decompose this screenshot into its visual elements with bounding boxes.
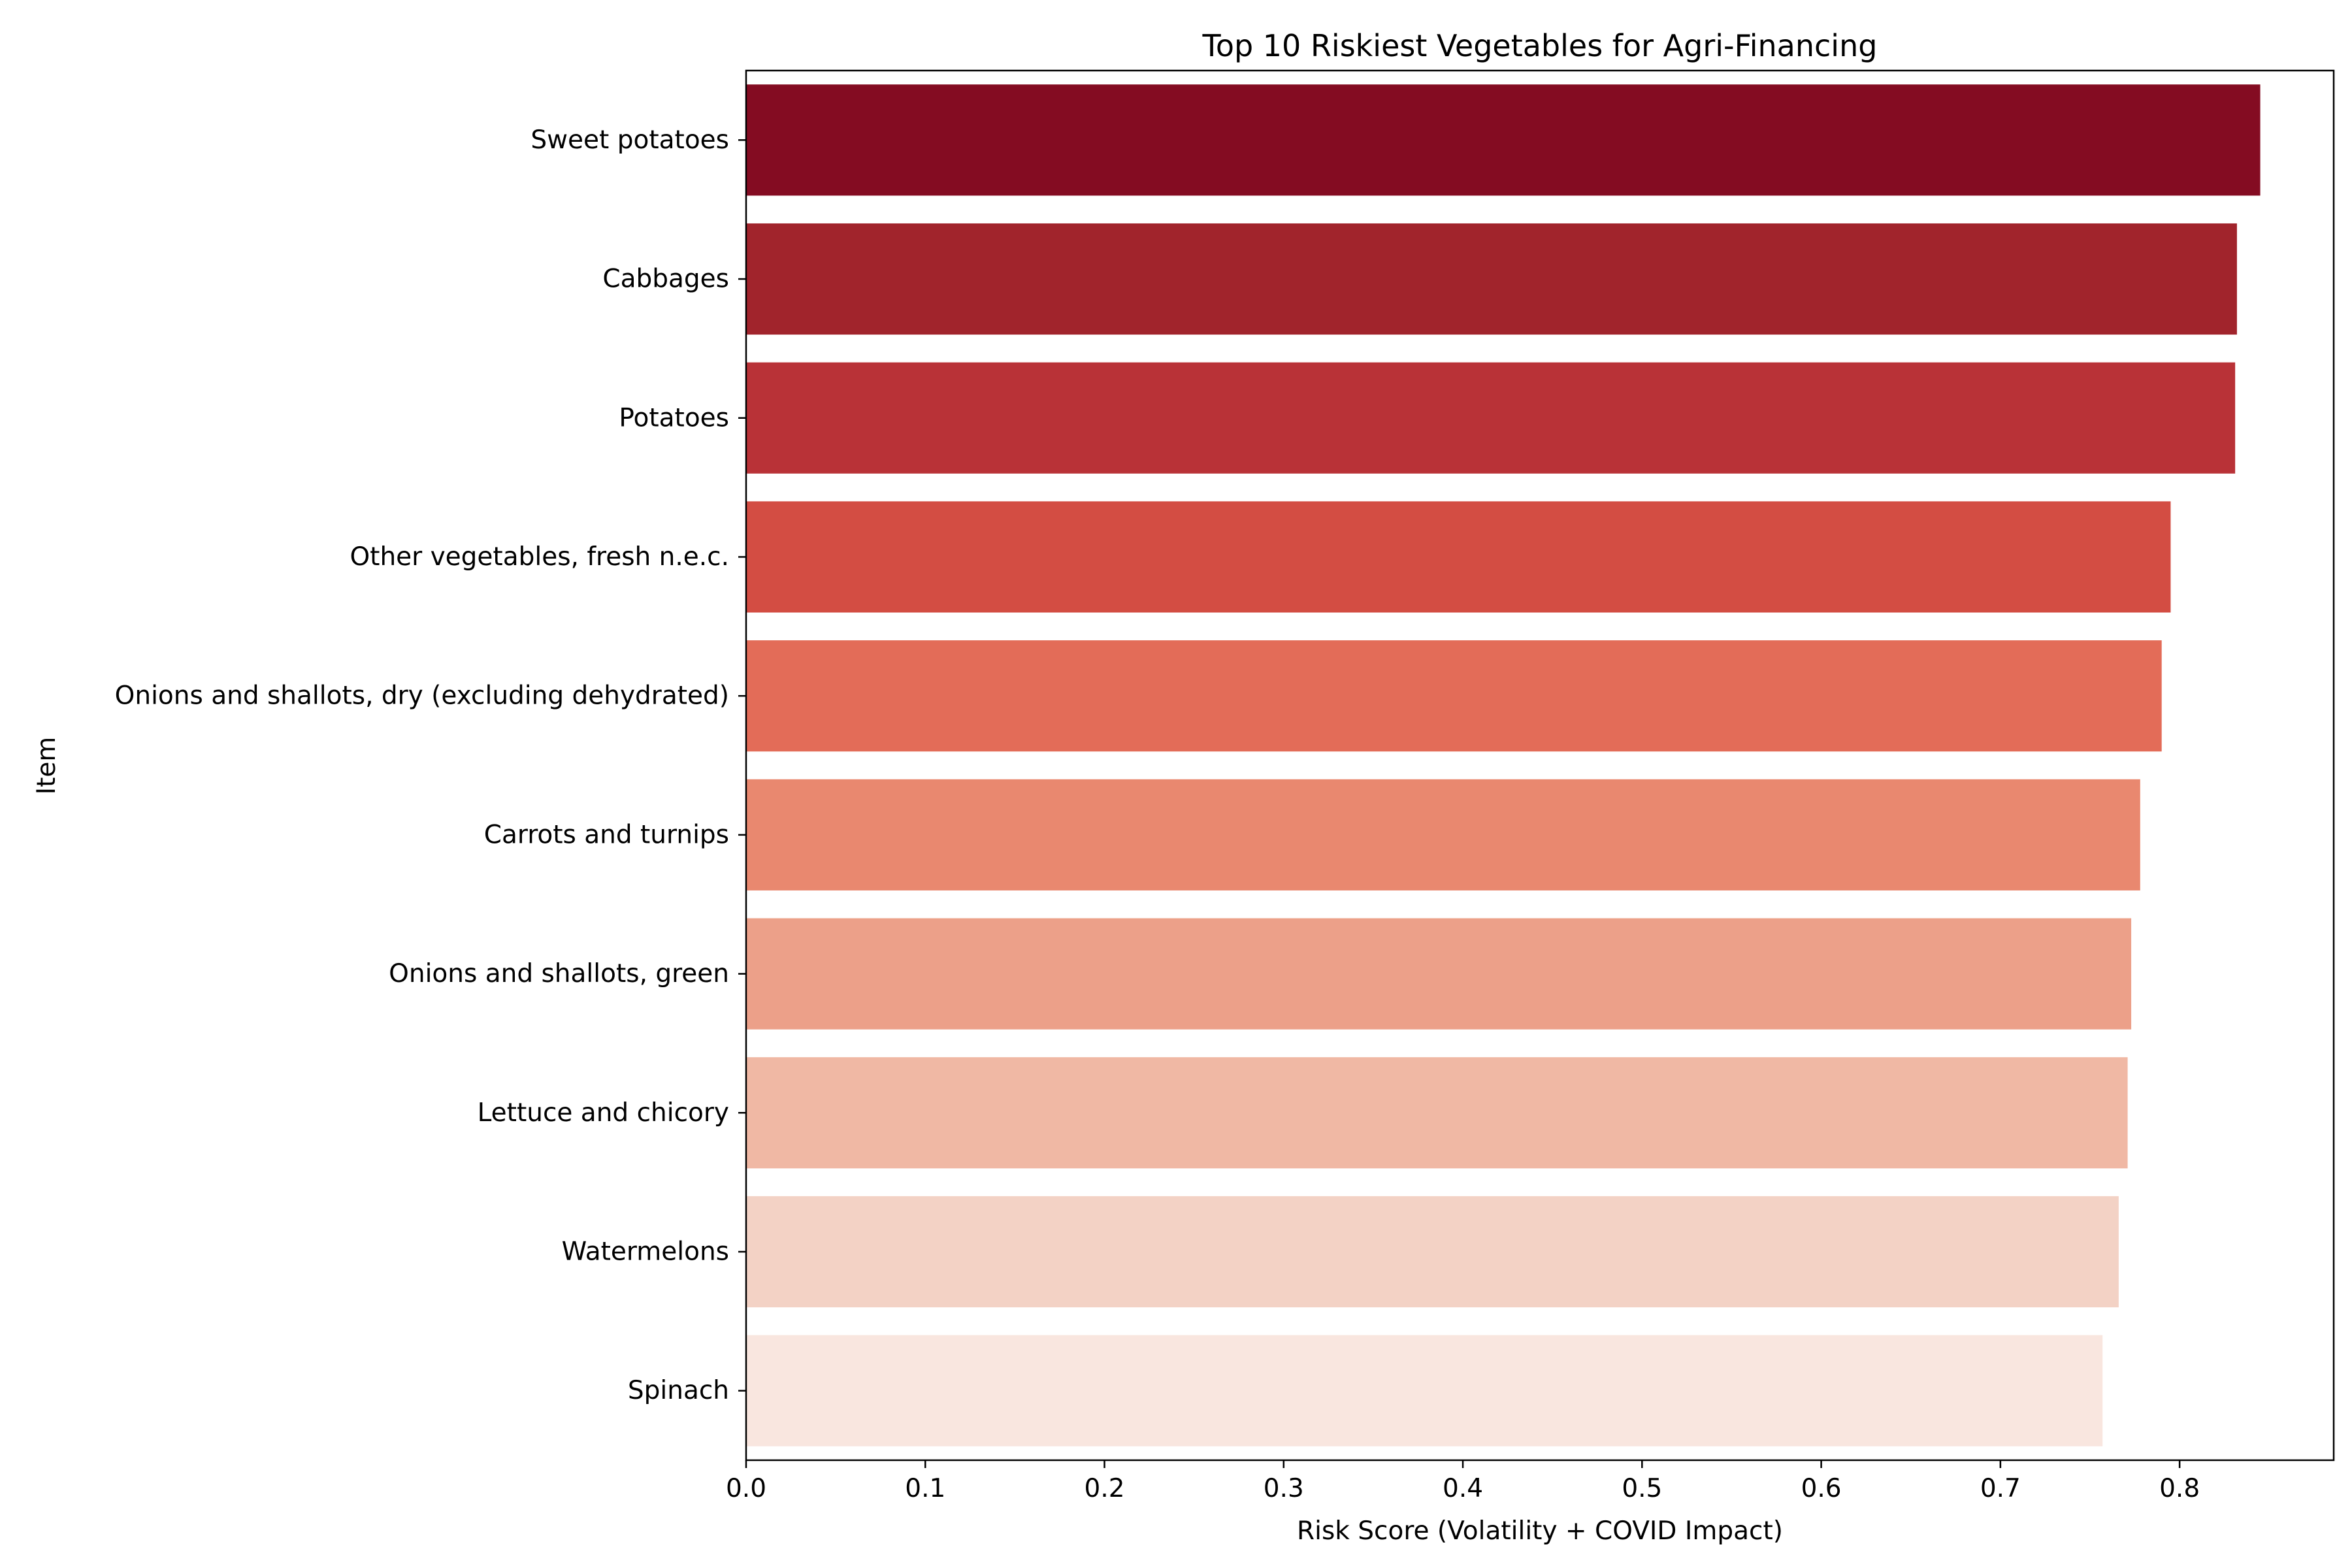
- x-tick-label: 0.5: [1622, 1474, 1662, 1503]
- bar-3: [746, 362, 2236, 474]
- chart-title: Top 10 Riskiest Vegetables for Agri-Fina…: [1202, 28, 1878, 63]
- bar-9: [746, 1196, 2119, 1308]
- y-tick-label: Lettuce and chicory: [478, 1098, 729, 1128]
- x-tick-label: 0.6: [1801, 1474, 1842, 1503]
- x-tick-label: 0.3: [1264, 1474, 1304, 1503]
- y-tick-label: Carrots and turnips: [484, 820, 729, 849]
- bar-1: [746, 84, 2261, 196]
- x-tick-label: 0.8: [2159, 1474, 2200, 1503]
- bar-2: [746, 223, 2237, 335]
- y-tick-label: Onions and shallots, dry (excluding dehy…: [115, 681, 729, 711]
- y-tick-label: Other vegetables, fresh n.e.c.: [350, 542, 729, 572]
- bar-6: [746, 779, 2140, 890]
- y-tick-label: Watermelons: [562, 1237, 729, 1266]
- bar-4: [746, 501, 2171, 613]
- bar-5: [746, 640, 2162, 752]
- x-axis-label: Risk Score (Volatility + COVID Impact): [1297, 1516, 1783, 1546]
- x-tick-label: 0.7: [1980, 1474, 2021, 1503]
- bar-7: [746, 918, 2132, 1030]
- plot-frame: [745, 69, 2335, 1462]
- x-tick-label: 0.2: [1085, 1474, 1125, 1503]
- y-tick-label: Cabbages: [602, 265, 729, 294]
- x-tick-label: 0.0: [726, 1474, 766, 1503]
- bars-group: [746, 84, 2261, 1446]
- y-tick-label: Spinach: [628, 1376, 729, 1405]
- x-tick-label: 0.4: [1443, 1474, 1483, 1503]
- x-tick-label: 0.1: [905, 1474, 945, 1503]
- y-tick-label: Onions and shallots, green: [389, 959, 729, 988]
- y-tick-label: Potatoes: [619, 403, 729, 433]
- y-tick-group: Sweet potatoes Cabbages Potatoes Other vege…: [115, 125, 746, 1405]
- x-tick-group: 0.0 0.1 0.2 0.3 0.4 0.5 0.6 0.7 0.8: [726, 1460, 2200, 1503]
- bar-10: [746, 1335, 2103, 1446]
- y-tick-label: Sweet potatoes: [531, 125, 729, 155]
- y-axis-label: Item: [32, 737, 61, 795]
- bar-8: [746, 1057, 2128, 1169]
